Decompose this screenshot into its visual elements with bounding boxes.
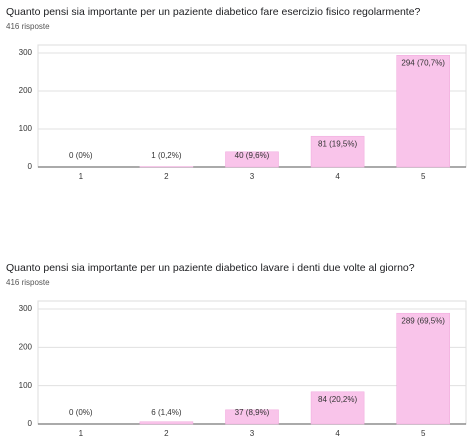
- bar: [225, 409, 279, 425]
- x-tick-label: 2: [164, 172, 169, 181]
- y-tick-label: 300: [19, 304, 33, 313]
- x-tick-label: 4: [335, 172, 340, 181]
- bar: [396, 312, 450, 425]
- x-tick-label: 5: [421, 172, 426, 181]
- y-tick-label: 100: [19, 124, 33, 133]
- bar: [225, 151, 279, 168]
- chart-title: Quanto pensi sia importante per un pazie…: [6, 6, 421, 18]
- value-label: 81 (19,5%): [318, 139, 357, 148]
- x-tick-label: 1: [79, 429, 84, 438]
- value-label: 84 (20,2%): [318, 395, 357, 404]
- bar: [310, 135, 365, 168]
- chart-title: Quanto pensi sia importante per un pazie…: [6, 262, 415, 274]
- value-label: 294 (70,7%): [401, 58, 445, 67]
- y-tick-label: 300: [19, 48, 33, 57]
- chart-subtitle: 416 risposte: [6, 22, 50, 31]
- x-tick-label: 3: [250, 172, 255, 181]
- value-label: 289 (69,5%): [401, 316, 445, 325]
- y-tick-label: 200: [19, 86, 33, 95]
- bar: [310, 391, 365, 425]
- x-tick-label: 3: [250, 429, 255, 438]
- value-label: 40 (9,6%): [235, 151, 270, 160]
- value-label: 6 (1,4%): [151, 408, 182, 417]
- value-label: 0 (0%): [69, 151, 93, 160]
- x-tick-label: 5: [421, 429, 426, 438]
- y-tick-label: 0: [28, 419, 33, 428]
- bar: [139, 421, 194, 425]
- y-tick-label: 100: [19, 381, 33, 390]
- bar: [396, 55, 450, 168]
- value-label: 37 (8,9%): [235, 408, 270, 417]
- x-tick-label: 4: [335, 429, 340, 438]
- x-tick-label: 2: [164, 429, 169, 438]
- chart-subtitle: 416 risposte: [6, 278, 50, 287]
- x-tick-label: 1: [79, 172, 84, 181]
- y-tick-label: 0: [28, 162, 33, 171]
- value-label: 1 (0,2%): [151, 151, 182, 160]
- value-label: 0 (0%): [69, 408, 93, 417]
- y-tick-label: 200: [19, 342, 33, 351]
